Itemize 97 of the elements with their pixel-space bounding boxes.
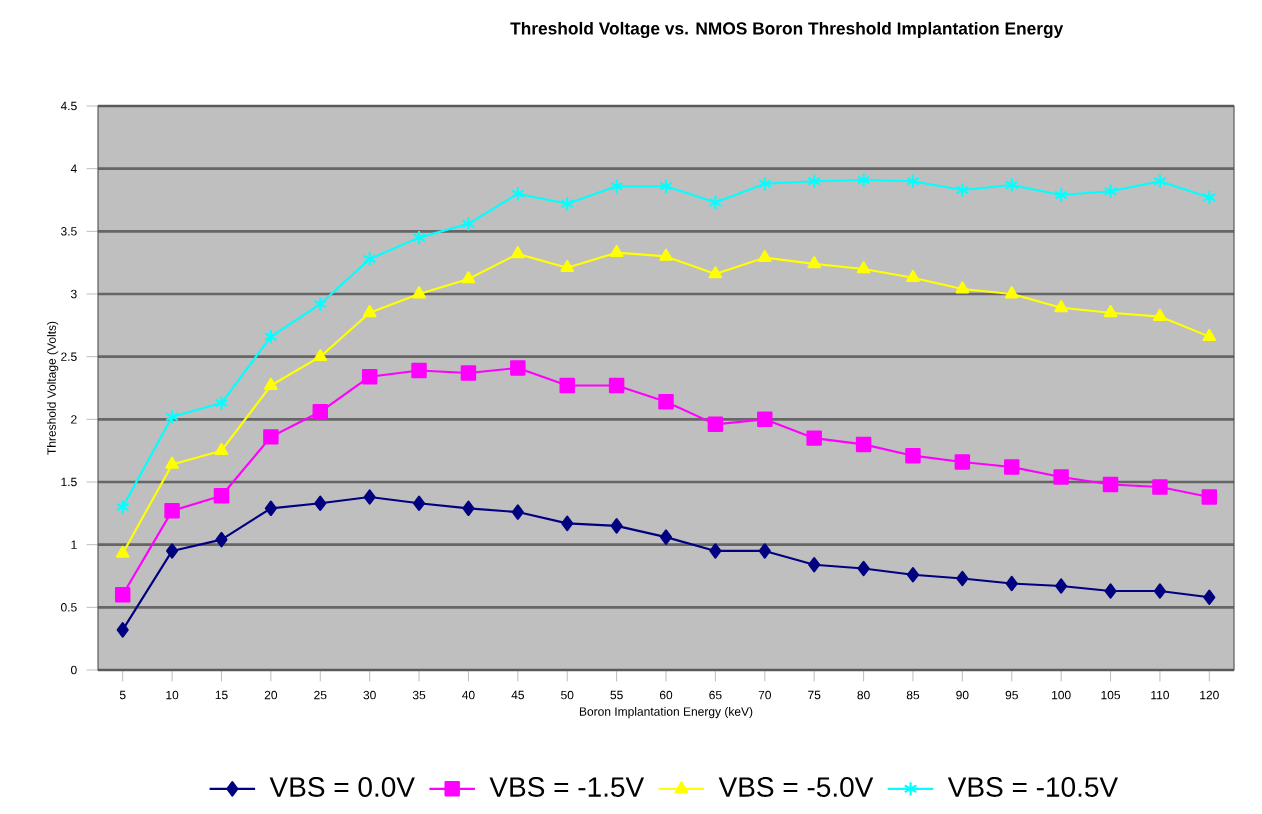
point xyxy=(707,416,724,433)
point xyxy=(1203,589,1216,606)
point xyxy=(1202,328,1217,342)
point xyxy=(659,248,673,261)
point xyxy=(808,556,821,573)
chart-title: Threshold Voltage vs. NMOS Boron Threshold Implantation Energy xyxy=(510,21,1064,39)
point xyxy=(511,504,524,520)
point xyxy=(708,194,723,211)
point xyxy=(856,172,871,188)
point xyxy=(559,377,575,394)
point xyxy=(906,173,920,189)
point xyxy=(412,286,426,299)
point xyxy=(955,281,970,294)
point xyxy=(313,348,328,362)
point xyxy=(1004,177,1019,193)
point xyxy=(807,256,822,269)
point xyxy=(1104,583,1117,599)
point xyxy=(510,360,526,376)
point xyxy=(855,436,872,453)
point xyxy=(757,249,772,263)
point xyxy=(264,500,277,517)
point xyxy=(1054,187,1068,203)
point xyxy=(362,305,377,318)
legend-label: VBS = -10.5V xyxy=(947,777,1118,797)
point xyxy=(412,495,426,512)
point xyxy=(1153,173,1167,189)
point xyxy=(906,269,920,283)
point xyxy=(461,271,476,284)
point xyxy=(954,454,971,470)
point xyxy=(560,196,575,212)
legend-label: VBS = -1.5V xyxy=(489,777,645,797)
legend-label: VBS = 0.0V xyxy=(269,777,415,797)
point xyxy=(609,244,624,258)
point xyxy=(610,518,623,534)
point xyxy=(166,543,179,559)
point xyxy=(1102,476,1119,493)
point xyxy=(510,186,525,202)
point xyxy=(116,622,129,638)
point xyxy=(708,266,723,279)
point xyxy=(115,545,130,558)
point xyxy=(461,216,476,232)
point xyxy=(757,175,772,192)
point xyxy=(510,246,525,259)
point xyxy=(313,296,328,312)
point xyxy=(1152,479,1168,495)
point xyxy=(757,411,773,428)
point xyxy=(807,173,822,189)
point xyxy=(213,488,230,504)
point xyxy=(412,229,426,246)
point xyxy=(1053,469,1069,485)
point xyxy=(314,495,327,512)
point xyxy=(312,404,328,420)
point xyxy=(956,570,969,587)
point xyxy=(709,543,722,559)
point xyxy=(164,503,180,519)
point xyxy=(560,259,575,273)
point xyxy=(460,365,477,381)
point xyxy=(955,182,970,198)
point xyxy=(114,587,131,603)
point xyxy=(214,395,229,411)
point xyxy=(214,442,229,456)
point xyxy=(659,178,673,194)
point xyxy=(609,178,624,194)
point xyxy=(1005,575,1018,592)
point xyxy=(758,543,771,559)
point xyxy=(165,409,179,425)
point xyxy=(658,394,674,410)
point xyxy=(362,251,377,267)
point xyxy=(1055,578,1068,594)
point xyxy=(1004,286,1019,299)
point xyxy=(1153,308,1167,321)
point xyxy=(363,489,376,505)
point xyxy=(215,531,228,548)
point xyxy=(411,362,427,379)
point xyxy=(906,567,920,583)
point xyxy=(806,430,822,446)
point xyxy=(1201,489,1218,505)
point xyxy=(264,328,278,345)
point xyxy=(263,429,279,445)
point xyxy=(1103,183,1118,199)
point xyxy=(462,500,475,517)
point xyxy=(857,560,870,577)
legend-label: VBS = -5.0V xyxy=(718,777,874,797)
point xyxy=(264,377,278,390)
point xyxy=(856,261,871,274)
point xyxy=(1103,305,1118,318)
point xyxy=(905,447,921,464)
point xyxy=(608,377,625,394)
point xyxy=(659,529,673,545)
point xyxy=(1153,583,1166,599)
point xyxy=(561,515,574,532)
point xyxy=(115,499,130,515)
point xyxy=(1202,189,1217,206)
point xyxy=(1054,300,1068,313)
point xyxy=(361,368,378,385)
point xyxy=(165,456,179,469)
point xyxy=(1004,459,1020,475)
